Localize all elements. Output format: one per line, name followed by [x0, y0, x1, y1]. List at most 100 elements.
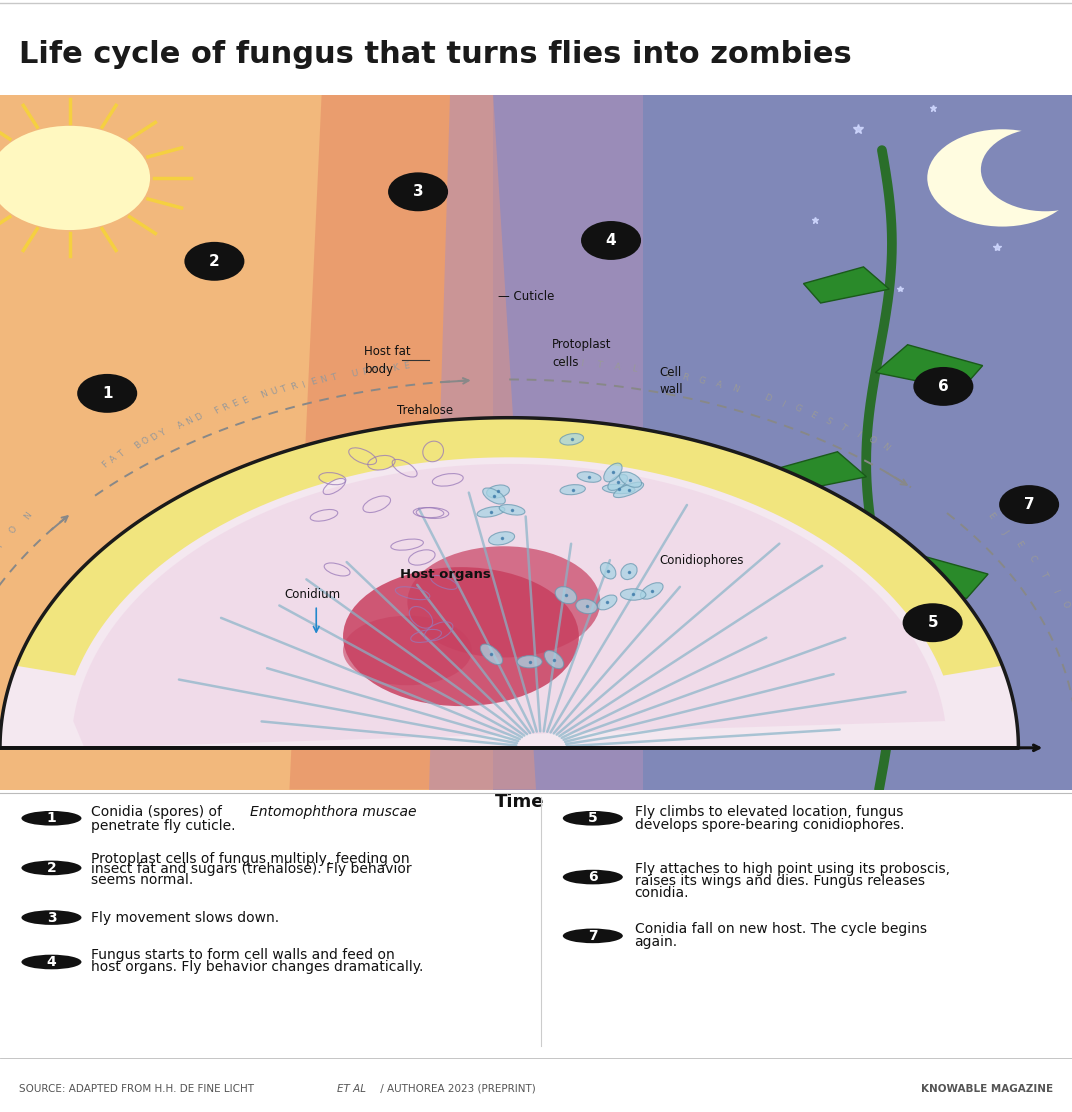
Text: 4: 4: [46, 955, 57, 969]
Text: Conidia fall on new host. The cycle begins: Conidia fall on new host. The cycle begi…: [635, 922, 926, 936]
Text: A: A: [613, 363, 621, 373]
Text: 4: 4: [606, 234, 616, 248]
Text: E: E: [985, 512, 996, 522]
Ellipse shape: [489, 532, 515, 545]
Text: I: I: [301, 380, 307, 389]
Text: 1: 1: [46, 812, 57, 825]
Ellipse shape: [608, 475, 627, 490]
Circle shape: [581, 221, 641, 260]
Text: T: T: [1039, 570, 1049, 578]
Text: A: A: [714, 380, 723, 390]
Text: A: A: [108, 454, 119, 465]
Text: Entomophthora muscae: Entomophthora muscae: [250, 805, 416, 818]
Text: R: R: [221, 401, 232, 413]
Text: F: F: [212, 406, 221, 416]
Ellipse shape: [604, 463, 622, 481]
Circle shape: [0, 126, 150, 230]
Text: U: U: [351, 368, 359, 379]
Polygon shape: [73, 464, 946, 748]
Text: Conidiophores: Conidiophores: [659, 554, 744, 567]
Text: V: V: [562, 358, 568, 367]
Polygon shape: [16, 418, 1002, 676]
Text: L: L: [630, 365, 638, 375]
Text: O: O: [866, 435, 877, 446]
Text: T: T: [117, 449, 126, 460]
Ellipse shape: [620, 471, 641, 487]
Ellipse shape: [545, 651, 564, 668]
Text: K: K: [392, 363, 400, 373]
Text: 7: 7: [589, 929, 597, 943]
Ellipse shape: [555, 587, 577, 604]
Text: Protoplast: Protoplast: [552, 338, 612, 351]
Text: Trehalose: Trehalose: [397, 405, 452, 417]
Text: R: R: [289, 381, 298, 393]
Circle shape: [999, 485, 1059, 524]
Ellipse shape: [560, 485, 585, 495]
Circle shape: [903, 603, 963, 643]
Text: cells: cells: [552, 356, 579, 368]
Text: N: N: [879, 443, 891, 454]
Ellipse shape: [613, 483, 643, 497]
Text: S: S: [823, 416, 833, 426]
Text: D: D: [149, 431, 160, 443]
Text: N: N: [259, 389, 269, 400]
Polygon shape: [493, 95, 1072, 790]
Circle shape: [21, 861, 81, 875]
Circle shape: [184, 241, 244, 280]
Text: 5: 5: [927, 615, 938, 631]
Text: E: E: [1014, 539, 1025, 549]
Circle shape: [981, 128, 1072, 211]
Circle shape: [21, 955, 81, 970]
Text: I: I: [1051, 588, 1059, 594]
Text: 7: 7: [1024, 497, 1034, 512]
Polygon shape: [876, 345, 983, 390]
Text: 3: 3: [47, 911, 56, 924]
Text: G: G: [793, 404, 803, 415]
Ellipse shape: [343, 567, 579, 706]
Text: T: T: [838, 423, 848, 433]
Ellipse shape: [407, 546, 600, 657]
Text: 6: 6: [589, 870, 597, 884]
Ellipse shape: [477, 506, 505, 517]
Text: I: I: [580, 359, 584, 368]
Text: O: O: [664, 369, 673, 380]
Text: 2: 2: [209, 254, 220, 269]
Text: E: E: [403, 361, 410, 371]
Ellipse shape: [640, 583, 664, 599]
Text: 1: 1: [102, 386, 113, 400]
Ellipse shape: [621, 588, 646, 600]
Text: T: T: [330, 373, 338, 383]
Text: N: N: [319, 375, 328, 385]
Text: N: N: [730, 384, 740, 395]
Circle shape: [563, 870, 623, 884]
Text: Time: Time: [495, 793, 545, 811]
Text: Fly movement slows down.: Fly movement slows down.: [91, 911, 279, 924]
Circle shape: [388, 172, 448, 211]
Ellipse shape: [487, 485, 509, 498]
Polygon shape: [804, 267, 890, 304]
Polygon shape: [0, 418, 1018, 748]
Text: KNOWABLE MAGAZINE: KNOWABLE MAGAZINE: [921, 1084, 1053, 1094]
Text: Fly climbs to elevated location, fungus: Fly climbs to elevated location, fungus: [635, 805, 903, 818]
Text: 5: 5: [587, 812, 598, 825]
Text: ET AL: ET AL: [337, 1084, 366, 1094]
Circle shape: [563, 929, 623, 943]
Text: insect fat and sugars (trehalose). Fly behavior: insect fat and sugars (trehalose). Fly b…: [91, 862, 412, 876]
Text: B: B: [133, 440, 143, 451]
Circle shape: [563, 811, 623, 825]
Text: E: E: [230, 399, 240, 409]
Text: T: T: [280, 385, 288, 395]
Polygon shape: [289, 95, 536, 790]
Text: Conidia (spores) of: Conidia (spores) of: [91, 805, 226, 818]
Text: 2: 2: [46, 861, 57, 875]
Polygon shape: [881, 554, 988, 598]
Text: host organs. Fly behavior changes dramatically.: host organs. Fly behavior changes dramat…: [91, 961, 423, 974]
Polygon shape: [0, 95, 493, 790]
Text: seems normal.: seems normal.: [91, 873, 193, 886]
Text: O: O: [140, 435, 151, 447]
Ellipse shape: [577, 471, 601, 483]
Text: Protoplast cells of fungus multiply, feeding on: Protoplast cells of fungus multiply, fee…: [91, 852, 410, 866]
Text: again.: again.: [635, 935, 678, 950]
Circle shape: [927, 129, 1072, 227]
Ellipse shape: [500, 505, 525, 515]
